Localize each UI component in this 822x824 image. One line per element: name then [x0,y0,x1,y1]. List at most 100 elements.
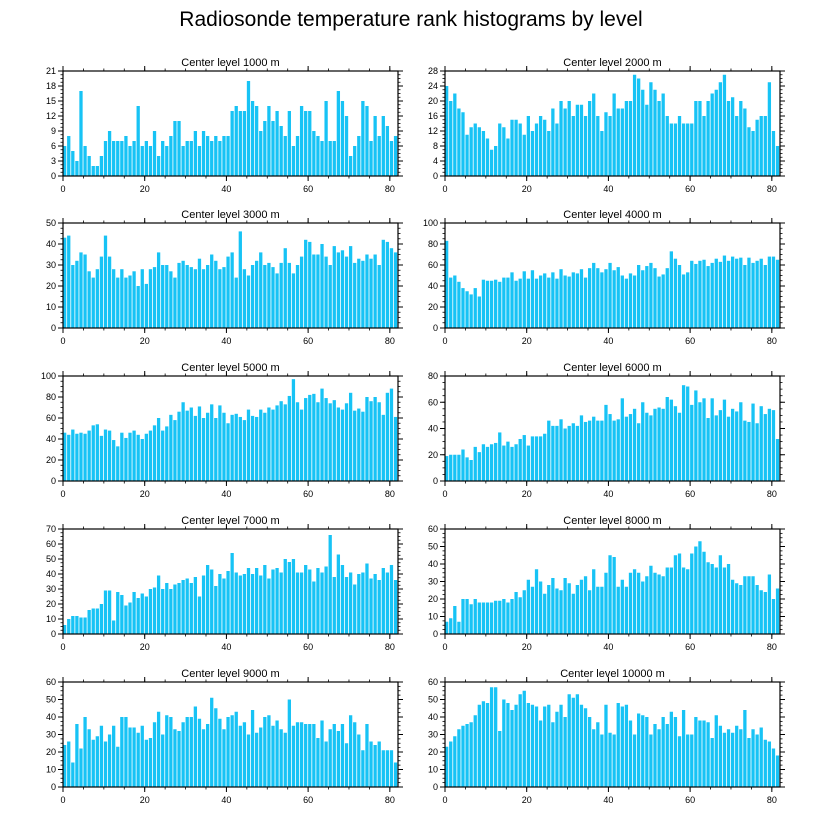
histogram-bar [645,412,649,481]
histogram-bar [189,407,193,481]
y-tick-label: 9 [51,126,56,136]
histogram-bar [226,136,230,176]
histogram-bar [197,596,202,634]
histogram-bar [653,572,657,634]
histogram-bar [657,276,661,328]
histogram-bar [91,739,95,787]
histogram-bar [365,724,369,787]
histogram-bar [312,724,316,787]
histogram-bar [534,569,539,634]
histogram-bar [653,724,657,787]
histogram-bar [743,265,747,328]
chart-panel-8: Center level 8000 m 0 10 20 30 40 50 60 0 20 40 60 8… [428,515,785,652]
histogram-bar [373,397,377,481]
x-tick-label: 60 [685,336,695,346]
histogram-bar [328,729,332,787]
histogram-bar [592,93,596,176]
histogram-bar [563,578,567,634]
histogram-bar [389,388,394,481]
histogram-bar [332,141,336,176]
histogram-bar [377,136,381,176]
y-tick-label: 20 [46,281,56,291]
histogram-bar [596,268,600,328]
histogram-bar [173,729,177,787]
histogram-bar [706,266,710,328]
histogram-bar [608,732,612,787]
histogram-bar [332,246,336,328]
histogram-bar [156,575,161,634]
panel-title: Center level 4000 m [563,209,661,221]
histogram-bar [210,254,214,328]
histogram-bar [152,425,157,481]
y-tick-label: 80 [428,371,438,381]
y-tick-label: 0 [433,171,438,181]
histogram-bar [287,395,291,481]
histogram-bar [214,136,218,176]
y-tick-label: 20 [428,96,438,106]
histogram-bar [361,260,365,328]
histogram-bar [144,433,148,481]
histogram-bar [747,576,751,634]
histogram-bar [226,571,230,634]
histogram-bar [706,562,710,634]
histogram-bar [592,416,596,481]
histogram-bar [494,146,498,176]
histogram-bar [287,699,291,787]
histogram-bar [291,273,296,328]
histogram-bar [79,748,83,787]
histogram-bar [320,141,324,176]
page-title: Radiosonde temperature rank histograms b… [179,8,643,31]
histogram-bar [489,280,494,328]
histogram-bar [538,581,543,634]
histogram-bar [681,274,686,328]
histogram-bar [559,269,563,328]
histogram-bar [526,703,530,787]
histogram-bar [530,270,535,328]
histogram-bar [628,572,633,634]
histogram-bar [210,569,214,634]
histogram-bar [197,406,202,481]
histogram-bar [771,410,776,482]
histogram-bar [385,572,390,634]
histogram-bar [222,729,226,787]
histogram-bar [690,553,694,634]
x-tick-label: 40 [221,795,231,805]
histogram-bar [722,74,727,176]
histogram-bar [747,738,751,787]
histogram-bar [739,402,743,481]
histogram-bar [79,432,83,481]
histogram-bar [201,729,206,787]
histogram-bar [324,566,328,634]
histogram-bar [559,101,563,176]
histogram-bar [177,411,181,481]
histogram-bar [771,599,776,634]
histogram-bar [181,260,185,328]
histogram-bar [132,271,136,328]
histogram-bar [673,406,678,481]
histogram-bar [739,257,743,328]
histogram-bar [63,745,67,787]
histogram-bar [445,240,449,328]
histogram-bar [600,131,604,176]
histogram-bar [103,235,108,328]
y-tick-label: 30 [46,584,56,594]
histogram-bar [763,265,767,328]
y-tick-label: 3 [51,156,56,166]
x-tick-label: 60 [685,184,695,194]
histogram-bar [71,762,75,787]
histogram-bar [649,415,653,482]
histogram-bar [477,452,481,482]
histogram-bar [477,127,481,176]
histogram-bar [726,729,731,787]
histogram-bar [551,108,555,176]
y-tick-label: 60 [46,677,56,687]
x-tick-label: 0 [60,795,65,805]
histogram-bar [632,408,637,481]
y-tick-label: 0 [51,323,56,333]
histogram-bar [177,262,181,328]
histogram-bar [340,409,345,481]
histogram-bar [340,565,345,634]
histogram-bar [308,394,312,481]
histogram-bar [316,136,320,176]
x-tick-label: 40 [603,642,613,652]
